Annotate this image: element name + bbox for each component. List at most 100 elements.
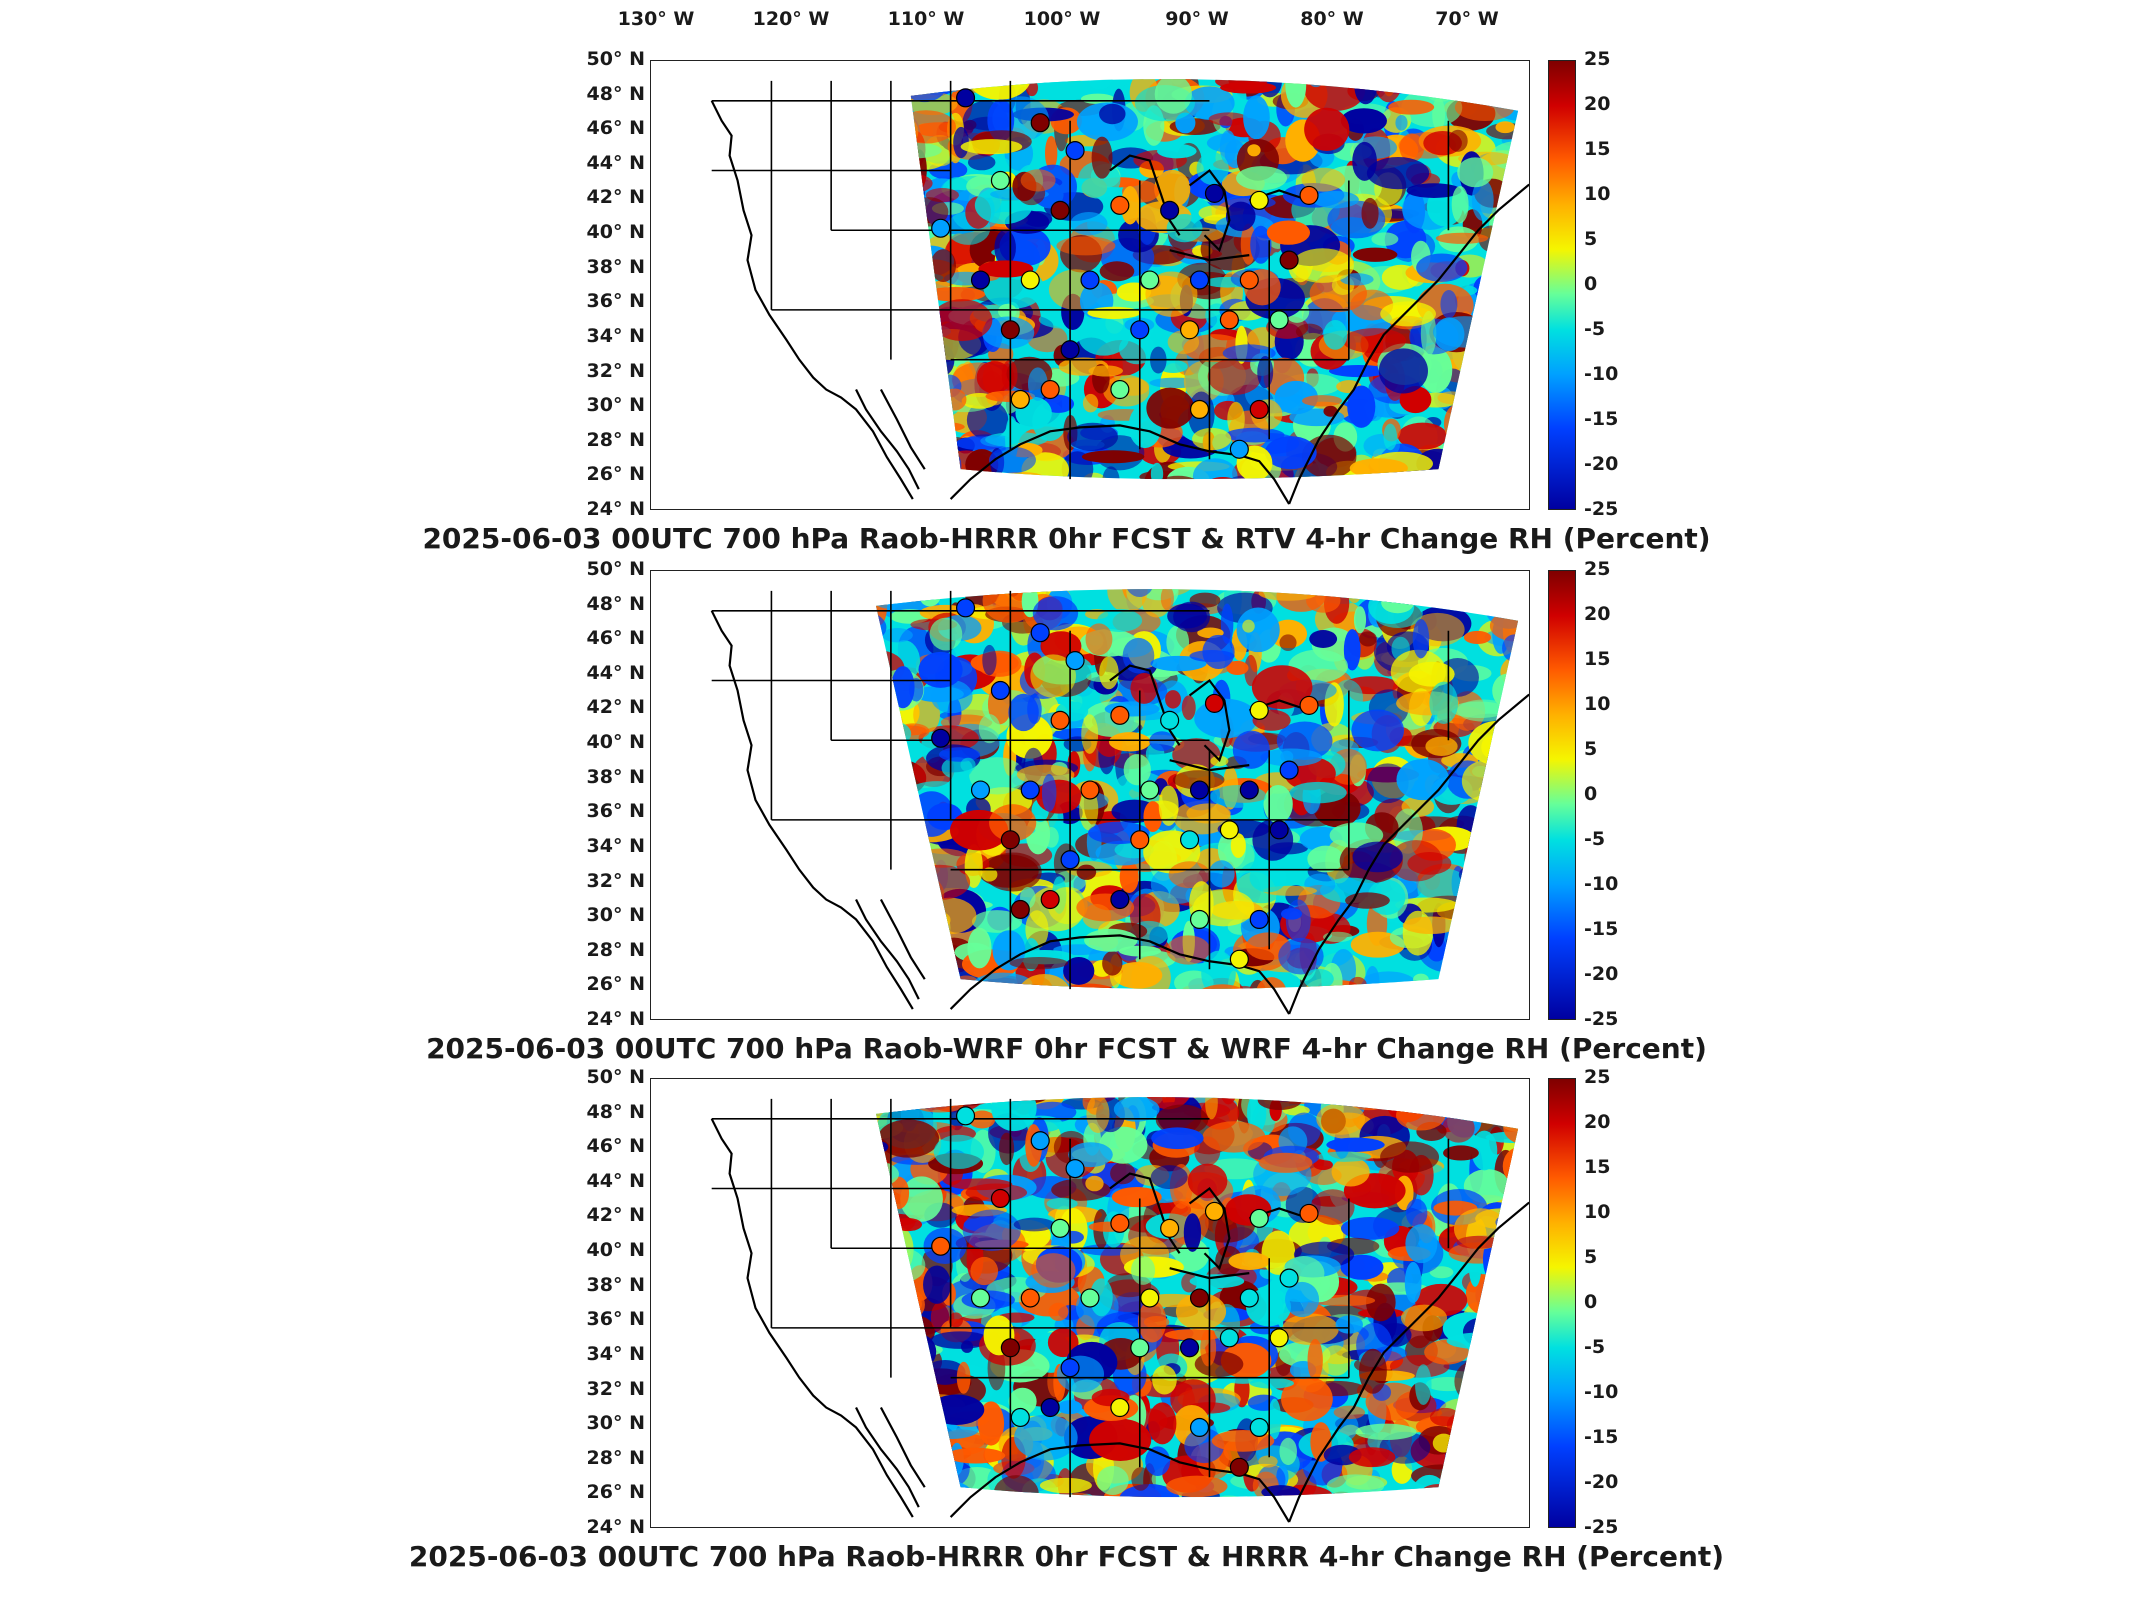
raob-station-dot[interactable] [1000,1338,1020,1358]
raob-station-dot[interactable] [1229,1457,1249,1477]
raob-station-dot[interactable] [1239,270,1259,290]
raob-station-dot[interactable] [1110,379,1130,400]
raob-station-dot[interactable] [1060,340,1080,360]
raob-station-dot[interactable] [1010,389,1030,410]
raob-station-dot[interactable] [1050,200,1070,220]
raob-station-dot[interactable] [1299,185,1319,205]
raob-station-dot[interactable] [1140,270,1160,290]
raob-station-dot[interactable] [1269,1328,1289,1348]
raob-station-dot[interactable] [1050,1218,1070,1238]
raob-station-dot[interactable] [955,1106,976,1126]
raob-station-dot[interactable] [1000,320,1020,340]
raob-station-dot[interactable] [1010,1407,1030,1428]
raob-station-dot[interactable] [1249,190,1269,210]
gulf-coast [949,424,1291,505]
raob-station-dot[interactable] [1249,700,1269,720]
raob-station-dot[interactable] [1140,1288,1160,1308]
lat-label: 50° N [586,558,645,580]
raob-station-dot[interactable] [1000,830,1020,850]
raob-station-dot[interactable] [1080,780,1100,800]
raob-station-dot[interactable] [1204,1201,1225,1221]
raob-station-dot[interactable] [1189,270,1210,290]
colorbar-tick: 20 [1584,1111,1611,1133]
raob-station-dot[interactable] [1269,820,1289,840]
raob-station-dot[interactable] [1110,1397,1130,1418]
raob-station-dot[interactable] [990,1188,1010,1209]
raob-station-dot[interactable] [1065,651,1085,671]
raob-station-dot[interactable] [1040,379,1060,400]
raob-station-dot[interactable] [1249,1208,1269,1228]
raob-station-dot[interactable] [1160,1218,1180,1238]
lon-label: 110° W [887,8,965,30]
raob-station-dot[interactable] [1065,1159,1085,1179]
raob-station-dot[interactable] [970,780,991,800]
rh-change-map-2[interactable] [650,570,1530,1020]
raob-station-dot[interactable] [990,680,1010,701]
raob-station-dot[interactable] [1030,623,1050,643]
raob-station-dot[interactable] [1040,1397,1060,1418]
raob-station-dot[interactable] [1219,1328,1239,1348]
coastline [710,1118,914,1518]
raob-station-dot[interactable] [1189,780,1210,800]
raob-station-dot[interactable] [1279,1268,1299,1288]
raob-station-dot[interactable] [1249,1417,1269,1438]
lon-label: 90° W [1165,8,1229,30]
raob-station-dot[interactable] [1130,830,1150,850]
rh-change-map-1[interactable] [650,60,1530,510]
raob-station-dot[interactable] [1110,195,1130,215]
raob-station-dot[interactable] [1060,1358,1080,1378]
rh-change-map-3[interactable] [650,1078,1530,1528]
raob-station-dot[interactable] [931,218,951,238]
raob-station-dot[interactable] [1050,710,1070,730]
raob-station-dot[interactable] [1239,1288,1259,1308]
raob-station-dot[interactable] [1189,399,1210,420]
raob-station-dot[interactable] [970,270,991,290]
raob-station-dot[interactable] [1279,250,1299,270]
raob-station-dot[interactable] [1299,695,1319,715]
raob-station-dot[interactable] [1179,320,1200,340]
raob-station-dot[interactable] [990,170,1010,191]
raob-station-dot[interactable] [1020,780,1040,800]
raob-station-dot[interactable] [1030,113,1050,133]
raob-station-dot[interactable] [1080,270,1100,290]
raob-station-dot[interactable] [1140,780,1160,800]
raob-station-dot[interactable] [931,1236,951,1256]
raob-station-dot[interactable] [1229,949,1249,969]
raob-station-dot[interactable] [1269,310,1289,330]
raob-station-dot[interactable] [931,728,951,748]
raob-station-dot[interactable] [1299,1203,1319,1223]
raob-station-dot[interactable] [1219,820,1239,840]
raob-station-dot[interactable] [955,88,976,108]
raob-station-dot[interactable] [1204,183,1225,203]
raob-station-dot[interactable] [1229,439,1249,459]
raob-station-dot[interactable] [1204,693,1225,713]
raob-station-dot[interactable] [1020,270,1040,290]
raob-station-dot[interactable] [1110,705,1130,725]
raob-station-dot[interactable] [1060,850,1080,870]
raob-station-dot[interactable] [1179,1338,1200,1358]
colorbar-tick: 10 [1584,183,1611,205]
raob-station-dot[interactable] [1030,1131,1050,1151]
raob-station-dot[interactable] [1179,830,1200,850]
raob-station-dot[interactable] [1130,320,1150,340]
raob-station-dot[interactable] [1189,909,1210,930]
raob-station-dot[interactable] [1219,310,1239,330]
raob-station-dot[interactable] [1160,710,1180,730]
raob-station-dot[interactable] [1110,889,1130,910]
raob-station-dot[interactable] [970,1288,991,1308]
raob-station-dot[interactable] [1160,200,1180,220]
raob-station-dot[interactable] [1010,899,1030,920]
raob-station-dot[interactable] [1110,1213,1130,1233]
raob-station-dot[interactable] [1080,1288,1100,1308]
raob-station-dot[interactable] [1279,760,1299,780]
raob-station-dot[interactable] [1239,780,1259,800]
raob-station-dot[interactable] [1130,1338,1150,1358]
raob-station-dot[interactable] [1020,1288,1040,1308]
raob-station-dot[interactable] [955,598,976,618]
raob-station-dot[interactable] [1189,1288,1210,1308]
raob-station-dot[interactable] [1065,141,1085,161]
raob-station-dot[interactable] [1249,399,1269,420]
raob-station-dot[interactable] [1249,909,1269,930]
raob-station-dot[interactable] [1189,1417,1210,1438]
raob-station-dot[interactable] [1040,889,1060,910]
